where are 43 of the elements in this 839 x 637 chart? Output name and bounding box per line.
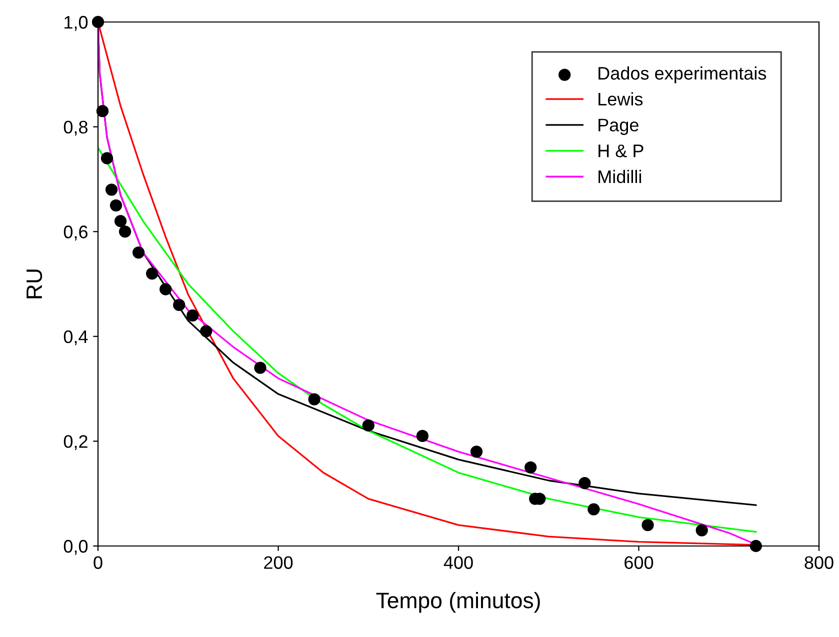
point [110,199,122,212]
point [173,298,186,312]
point [118,226,132,238]
point [362,419,374,432]
point [308,393,320,406]
y-tick-label: 0,0 [64,540,88,555]
point [146,267,158,280]
point [186,309,199,322]
point [524,461,537,474]
y-tick-label: 0,6 [64,226,88,240]
x-tick-label: 0 [94,556,102,569]
y-tick-label: 0,2 [64,435,88,450]
point [92,16,104,28]
legend-label: Dados experimentais [598,66,766,84]
x-tick-label: 800 [804,556,834,569]
point [470,446,483,458]
point [160,283,172,296]
point [105,184,118,196]
legend-label: Page [598,118,638,135]
point [642,518,654,532]
legend-label: Lewis [598,92,643,106]
x-axis-title: Tempo (minutos) [376,592,540,613]
point [200,325,212,338]
point [100,152,114,164]
point [254,362,266,374]
x-tick-label: 400 [444,556,473,569]
y-axis-title: RU [26,270,42,298]
point [96,105,109,118]
point [588,503,600,516]
x-tick-label: 600 [624,556,654,569]
line-series [98,146,757,533]
point [416,430,429,442]
point [696,524,708,536]
legend-label: Midilli [598,170,642,184]
point [114,215,127,228]
x-tick-label: 200 [264,556,293,569]
legend-label: H & P [598,144,644,158]
point [132,246,145,259]
y-tick-label: 0,8 [64,120,88,136]
point [750,540,762,552]
y-tick-label: 0,4 [64,330,88,346]
y-tick-label: 1,0 [64,16,88,31]
point [578,477,591,490]
